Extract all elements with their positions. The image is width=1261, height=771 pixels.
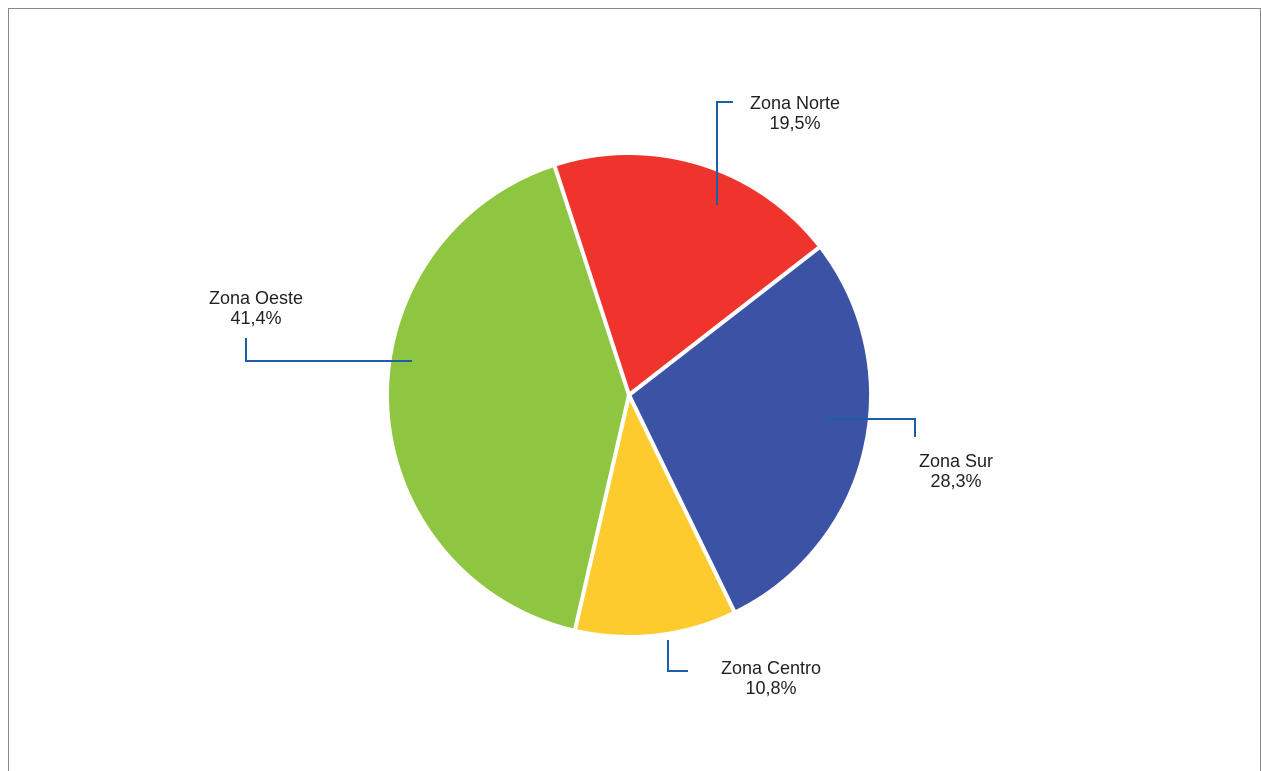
slice-labels: Zona Norte 19,5% Zona Sur 28,3% Zona Cen… xyxy=(209,93,993,698)
label-zona-sur-value: 28,3% xyxy=(930,471,981,491)
label-zona-centro-name: Zona Centro xyxy=(721,658,821,678)
slice-zona-centro xyxy=(572,393,737,639)
leader-lines xyxy=(245,101,916,672)
label-zona-norte-name: Zona Norte xyxy=(750,93,840,113)
leader-zona-norte xyxy=(716,101,733,205)
leader-zona-oeste xyxy=(245,338,412,362)
label-zona-oeste-value: 41,4% xyxy=(230,308,281,328)
slice-zona-sur xyxy=(627,244,873,615)
label-zona-centro-value: 10,8% xyxy=(745,678,796,698)
label-zona-norte-value: 19,5% xyxy=(769,113,820,133)
label-zona-sur-name: Zona Sur xyxy=(919,451,993,471)
slice-zona-oeste xyxy=(385,162,631,633)
slice-zona-norte xyxy=(552,151,823,397)
pie-slices xyxy=(385,151,873,639)
leader-zona-sur xyxy=(826,418,916,437)
label-zona-oeste-name: Zona Oeste xyxy=(209,288,303,308)
leader-zona-centro xyxy=(667,640,688,672)
